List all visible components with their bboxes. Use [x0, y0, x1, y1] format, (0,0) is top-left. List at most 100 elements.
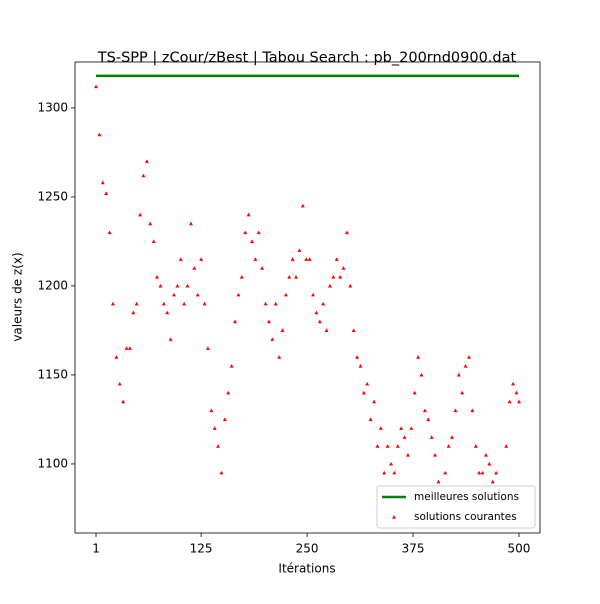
point [358, 364, 363, 368]
point [233, 319, 238, 324]
point [466, 355, 471, 359]
y-axis-label: valeurs de z(x) [11, 252, 25, 341]
point [463, 364, 468, 368]
point [470, 408, 475, 413]
x-tick-label: 250 [296, 542, 319, 556]
point [375, 444, 380, 448]
point [338, 275, 343, 279]
point [516, 399, 521, 404]
point [124, 346, 129, 350]
point [110, 301, 115, 306]
point [405, 453, 410, 457]
point [433, 453, 438, 457]
point [311, 292, 316, 297]
point [321, 301, 326, 306]
point [450, 435, 455, 439]
point [324, 328, 329, 333]
point [131, 310, 136, 315]
point [402, 435, 407, 439]
point [256, 230, 261, 235]
point [487, 461, 492, 466]
x-tick-label: 375 [402, 542, 425, 556]
point [253, 257, 258, 261]
x-axis-label: Itérations [278, 562, 335, 576]
point [341, 266, 346, 270]
point [300, 203, 305, 208]
point [355, 355, 360, 359]
chart-title: TS-SPP | zCour/zBest | Tabou Search : pb… [97, 50, 517, 66]
point [151, 239, 156, 244]
point [222, 417, 227, 422]
point [480, 470, 485, 475]
point [446, 444, 451, 448]
point [216, 444, 221, 448]
point [453, 408, 458, 413]
point [304, 257, 309, 261]
point [127, 346, 132, 350]
point [297, 248, 302, 252]
point [317, 319, 322, 324]
point [205, 346, 210, 350]
point [511, 381, 516, 386]
point [460, 390, 465, 395]
point [172, 292, 177, 297]
point [327, 283, 332, 288]
point [263, 301, 268, 306]
point [249, 239, 254, 244]
point [473, 444, 478, 448]
legend-swatch [392, 515, 396, 519]
point [507, 399, 512, 404]
y-tick-label: 1300 [37, 100, 68, 114]
point [138, 212, 143, 217]
point [456, 372, 461, 377]
point [372, 399, 377, 404]
point [185, 283, 190, 288]
point [429, 435, 434, 439]
point [382, 470, 387, 475]
point [212, 426, 217, 430]
point [195, 292, 200, 297]
point [266, 319, 271, 324]
x-tick-label: 500 [508, 542, 531, 556]
point [165, 310, 170, 315]
point [494, 470, 499, 475]
point [246, 212, 251, 217]
point [348, 283, 353, 288]
point [504, 444, 509, 448]
point [344, 230, 349, 235]
point [226, 390, 231, 395]
point [436, 479, 441, 484]
legend-box [376, 485, 536, 529]
legend-label: meilleures solutions [414, 491, 519, 503]
point [280, 328, 285, 333]
point [273, 301, 278, 306]
point [158, 283, 163, 288]
point [395, 444, 400, 448]
point [178, 257, 183, 261]
point [148, 221, 153, 226]
point [107, 230, 112, 235]
point [219, 470, 224, 475]
point [422, 408, 427, 413]
point [294, 275, 299, 279]
point [192, 266, 197, 270]
point [283, 292, 288, 297]
point [378, 426, 383, 430]
point [361, 390, 366, 395]
point [443, 470, 448, 475]
point [168, 337, 173, 341]
point [134, 301, 139, 306]
y-tick-label: 1100 [37, 456, 68, 470]
point [426, 417, 431, 422]
point [229, 364, 234, 368]
point [388, 461, 393, 466]
y-tick-label: 1200 [37, 278, 68, 292]
point [419, 372, 424, 377]
point [490, 479, 495, 484]
point [290, 257, 295, 261]
point [141, 173, 146, 178]
point [236, 292, 241, 297]
point [412, 390, 417, 395]
point [385, 444, 390, 448]
